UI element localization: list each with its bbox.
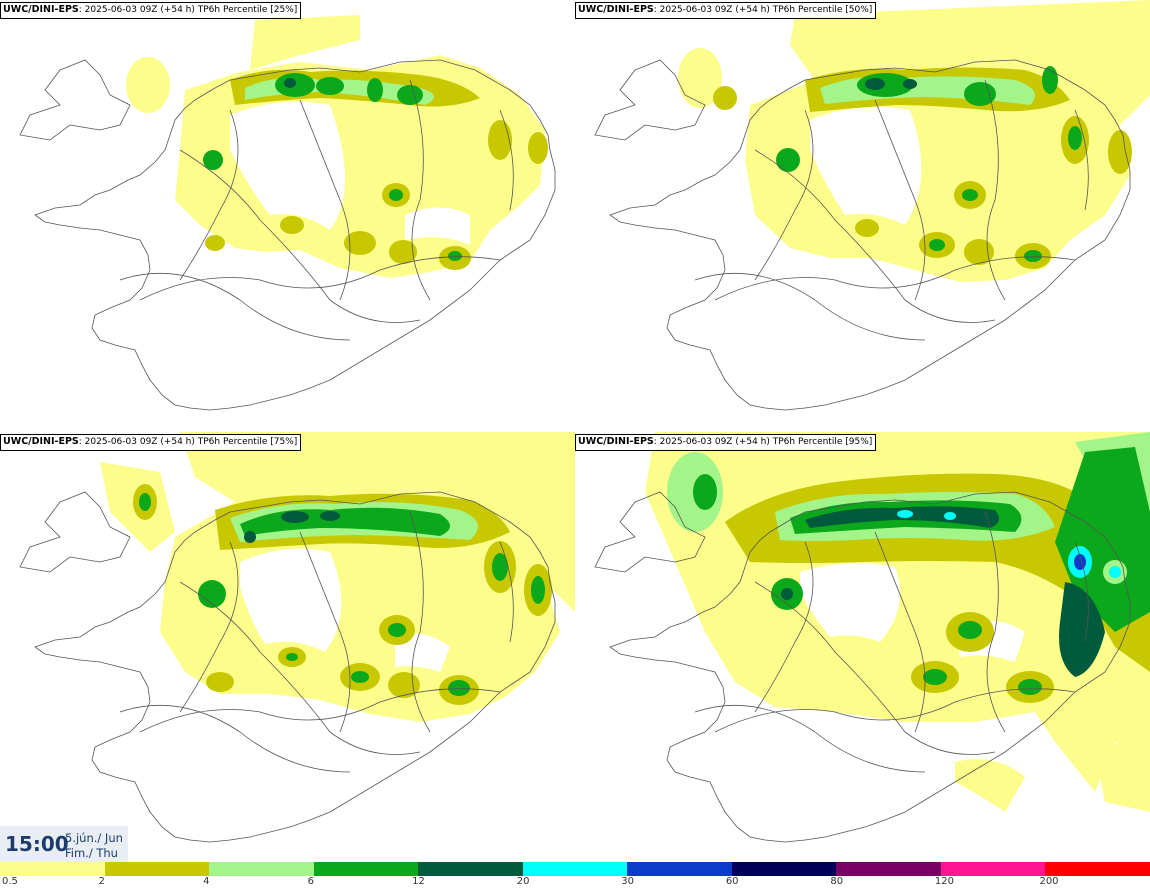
- legend-swatch: [627, 862, 733, 876]
- legend-tick-label: 12: [412, 876, 425, 887]
- legend-swatch: [313, 862, 419, 876]
- map-panel-p25: UWC/DINI-EPS: 2025-06-03 09Z (+54 h) TP6…: [0, 0, 575, 430]
- legend-tick-label: 0.5: [2, 876, 18, 887]
- legend-swatch: [104, 862, 210, 876]
- legend-swatch: [418, 862, 524, 876]
- model-name: UWC/DINI-EPS: [578, 4, 654, 15]
- legend-tick-label: 2: [98, 876, 105, 887]
- legend-swatch: [522, 862, 628, 876]
- map-panel-p95: UWC/DINI-EPS: 2025-06-03 09Z (+54 h) TP6…: [575, 432, 1150, 862]
- legend-tick-label: 120: [934, 876, 954, 887]
- legend-tick-label: 60: [725, 876, 739, 887]
- legend-swatch: [209, 862, 315, 876]
- map-panel-p75: UWC/DINI-EPS: 2025-06-03 09Z (+54 h) TP6…: [0, 432, 575, 862]
- legend-tick-label: 30: [621, 876, 634, 887]
- valid-weekday: Fim./ Thu: [65, 846, 118, 860]
- panel-title: UWC/DINI-EPS: 2025-06-03 09Z (+54 h) TP6…: [0, 434, 302, 451]
- model-name: UWC/DINI-EPS: [3, 436, 79, 447]
- legend-tick-label: 200: [1039, 876, 1059, 887]
- precip-field: [126, 15, 548, 278]
- color-legend: [0, 862, 1150, 876]
- run-info: : 2025-06-03 09Z (+54 h) TP6h Percentile…: [653, 5, 873, 15]
- precip-field: [100, 432, 575, 722]
- precip-map-p95: [594, 432, 1150, 843]
- panel-title: UWC/DINI-EPS: 2025-06-03 09Z (+54 h) TP6…: [575, 434, 877, 451]
- precip-field: [645, 432, 1150, 812]
- panel-title: UWC/DINI-EPS: 2025-06-03 09Z (+54 h) TP6…: [0, 2, 302, 19]
- model-name: UWC/DINI-EPS: [578, 436, 654, 447]
- legend-tick-labels: 0.5 2 4 6 12 20 30 60 80 120 200: [0, 876, 1150, 891]
- legend-swatch: [1045, 862, 1150, 876]
- legend-swatch: [731, 862, 837, 876]
- run-info: : 2025-06-03 09Z (+54 h) TP6h Percentile…: [78, 5, 298, 15]
- legend-tick-label: 6: [307, 876, 314, 887]
- model-name: UWC/DINI-EPS: [3, 4, 79, 15]
- legend-swatch: [836, 862, 942, 876]
- legend-tick-label: 80: [830, 876, 844, 887]
- valid-time-box: 15:00 5.jún./ Jun Fim./ Thu: [0, 826, 128, 862]
- panel-title: UWC/DINI-EPS: 2025-06-03 09Z (+54 h) TP6…: [575, 2, 877, 19]
- map-panel-p50: UWC/DINI-EPS: 2025-06-03 09Z (+54 h) TP6…: [575, 0, 1150, 430]
- legend-swatch: [940, 862, 1046, 876]
- valid-hour: 15:00: [5, 832, 69, 856]
- legend-tick-label: 4: [203, 876, 210, 887]
- run-info: : 2025-06-03 09Z (+54 h) TP6h Percentile…: [78, 437, 298, 447]
- precip-map-p25: [19, 15, 556, 411]
- precip-map-p50: [594, 0, 1150, 411]
- valid-date: 5.jún./ Jun: [65, 831, 123, 845]
- precip-map-p75: [19, 432, 575, 843]
- legend-swatch: [0, 862, 106, 876]
- run-info: : 2025-06-03 09Z (+54 h) TP6h Percentile…: [653, 437, 873, 447]
- legend-tick-label: 20: [516, 876, 530, 887]
